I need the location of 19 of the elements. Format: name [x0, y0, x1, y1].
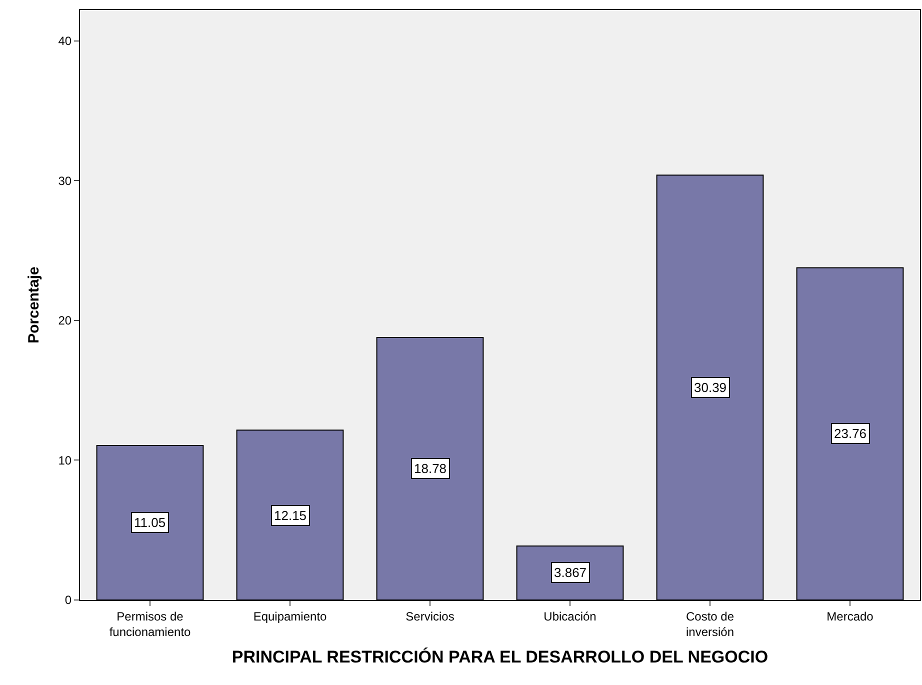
data-label: 11.05: [134, 515, 166, 530]
data-label: 12.15: [274, 508, 307, 523]
y-tick-label: 40: [58, 34, 72, 48]
y-tick-label: 0: [64, 593, 72, 608]
data-label: 23.76: [834, 426, 867, 441]
x-axis-title: PRINCIPAL RESTRICCIÓN PARA EL DESARROLLO DEL NEGOCIO: [232, 646, 768, 666]
x-tick-label: Equipamiento: [253, 609, 328, 624]
x-tick-label: Costo de inversión: [686, 609, 734, 639]
y-tick-label: 10: [58, 453, 72, 468]
data-label: 3.867: [554, 565, 587, 580]
x-tick-label: Servicios: [406, 609, 454, 624]
x-tick-label: Permisos de funcionamiento: [109, 609, 192, 639]
x-tick-label: Ubicación: [544, 609, 596, 624]
y-tick-label: 30: [58, 174, 72, 188]
data-label: 18.78: [414, 461, 447, 476]
y-axis-title: Porcentaje: [25, 266, 42, 344]
y-tick-label: 20: [58, 314, 72, 328]
x-tick-label: Mercado: [826, 609, 874, 624]
data-label: 30.39: [694, 380, 727, 395]
